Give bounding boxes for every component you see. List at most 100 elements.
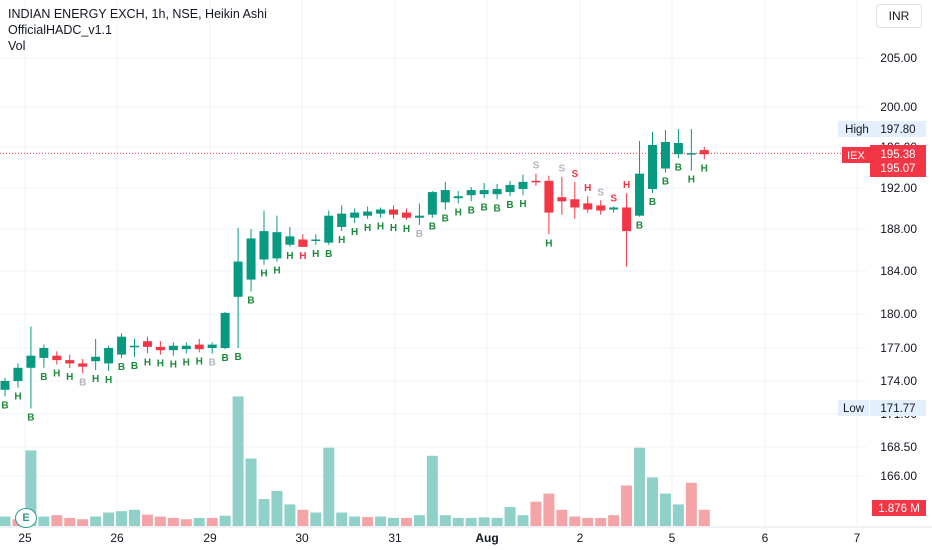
volume-bar bbox=[141, 514, 153, 526]
price-tick-label: 184.00 bbox=[880, 264, 917, 278]
volume-bar bbox=[180, 519, 192, 526]
signal-label: B bbox=[636, 221, 643, 232]
candle-body bbox=[401, 212, 411, 218]
volume-bar bbox=[608, 515, 620, 526]
signal-label: H bbox=[53, 369, 60, 380]
signal-label: H bbox=[312, 249, 319, 260]
signal-label: B bbox=[247, 295, 254, 306]
signal-label: H bbox=[338, 235, 345, 246]
time-tick-label: 2 bbox=[577, 531, 584, 545]
volume-bar bbox=[595, 517, 607, 526]
symbol-title[interactable]: INDIAN ENERGY EXCH, 1h, NSE, Heikin Ashi bbox=[8, 7, 267, 21]
price-tick-label: 188.00 bbox=[880, 222, 917, 236]
high-tag-value: 197.80 bbox=[880, 124, 915, 136]
volume-indicator-name[interactable]: Vol bbox=[8, 39, 26, 53]
candle-body bbox=[492, 189, 502, 195]
signal-label: B bbox=[1, 400, 8, 411]
signal-label: B bbox=[662, 177, 669, 188]
candle-body bbox=[699, 150, 709, 155]
signal-label: B bbox=[416, 229, 423, 240]
signal-label: H bbox=[299, 251, 306, 262]
prev-price-value: 195.07 bbox=[880, 163, 915, 175]
volume-bar bbox=[245, 458, 257, 526]
price-tick-label: 192.00 bbox=[880, 181, 917, 195]
high-tag-label-bg bbox=[838, 121, 876, 137]
volume-bar bbox=[38, 516, 50, 526]
signal-label: B bbox=[506, 200, 513, 211]
volume-bar bbox=[51, 515, 63, 526]
candle-body bbox=[207, 344, 217, 348]
candle-body bbox=[635, 173, 645, 216]
candle-body bbox=[39, 348, 49, 358]
last-price-symbol-bg bbox=[842, 147, 870, 163]
low-tag-value-bg bbox=[870, 400, 926, 416]
signal-label: H bbox=[545, 238, 552, 249]
signal-label: S bbox=[533, 161, 540, 172]
signal-label: B bbox=[429, 222, 436, 233]
candle-body bbox=[376, 209, 386, 214]
volume-bar bbox=[634, 447, 646, 526]
currency-button[interactable]: INR bbox=[876, 4, 922, 28]
candle-body bbox=[363, 211, 373, 216]
volume-bar bbox=[698, 509, 710, 526]
candle-body bbox=[440, 190, 450, 203]
volume-bar bbox=[349, 516, 361, 526]
candle-body bbox=[544, 180, 554, 213]
volume-bar bbox=[167, 517, 179, 526]
price-tick-label: 180.00 bbox=[880, 307, 917, 321]
candle-body bbox=[570, 199, 580, 208]
volume-bar bbox=[0, 516, 11, 526]
signal-label: B bbox=[118, 362, 125, 373]
volume-bar bbox=[103, 512, 115, 526]
volume-bar bbox=[271, 490, 283, 526]
signal-label: H bbox=[390, 223, 397, 234]
volume-bar bbox=[465, 517, 477, 526]
signal-label: H bbox=[519, 199, 526, 210]
volume-bar bbox=[336, 512, 348, 526]
volume-bar bbox=[64, 517, 76, 526]
volume-bar bbox=[154, 516, 166, 526]
indicator-name[interactable]: OfficialHADC_v1.1 bbox=[8, 23, 112, 37]
signal-label: H bbox=[688, 175, 695, 186]
signal-label: H bbox=[403, 224, 410, 235]
signal-label: H bbox=[92, 374, 99, 385]
candle-body bbox=[65, 360, 75, 364]
candle-body bbox=[609, 207, 619, 210]
candle-body bbox=[673, 143, 683, 155]
candle-body bbox=[505, 184, 515, 193]
signal-label: B bbox=[209, 358, 216, 369]
time-tick-label: 29 bbox=[203, 531, 217, 545]
chart-legend: INDIAN ENERGY EXCH, 1h, NSE, Heikin Ashi… bbox=[8, 6, 267, 54]
volume-bar bbox=[219, 515, 231, 526]
volume-bar bbox=[478, 517, 490, 526]
last-price-symbol: IEX bbox=[847, 150, 865, 162]
volume-bar bbox=[258, 499, 270, 526]
signal-label: H bbox=[66, 372, 73, 383]
candle-body bbox=[414, 215, 424, 218]
time-tick-label: 31 bbox=[388, 531, 402, 545]
candle-body bbox=[660, 142, 670, 169]
candle-body bbox=[324, 215, 334, 243]
volume-bar bbox=[530, 501, 542, 526]
signal-label: S bbox=[559, 164, 566, 175]
signal-label: H bbox=[455, 207, 462, 218]
volume-bar bbox=[647, 477, 658, 526]
earnings-icon[interactable]: E bbox=[15, 508, 37, 528]
volume-bar bbox=[556, 509, 568, 526]
signal-label: B bbox=[442, 214, 449, 225]
candle-body bbox=[130, 345, 139, 348]
volume-bar bbox=[439, 515, 451, 526]
candle-body bbox=[259, 231, 269, 260]
volume-bar bbox=[284, 504, 296, 526]
low-tag-label-bg bbox=[838, 400, 869, 416]
signal-label: S bbox=[597, 187, 604, 198]
low-tag-label: Low bbox=[843, 403, 865, 415]
signal-label: H bbox=[183, 358, 190, 369]
price-tick-label: 177.00 bbox=[880, 341, 917, 355]
signal-label: H bbox=[144, 358, 151, 369]
candle-body bbox=[181, 345, 191, 350]
time-tick-label: Aug bbox=[475, 531, 498, 545]
signal-label: S bbox=[610, 193, 617, 204]
